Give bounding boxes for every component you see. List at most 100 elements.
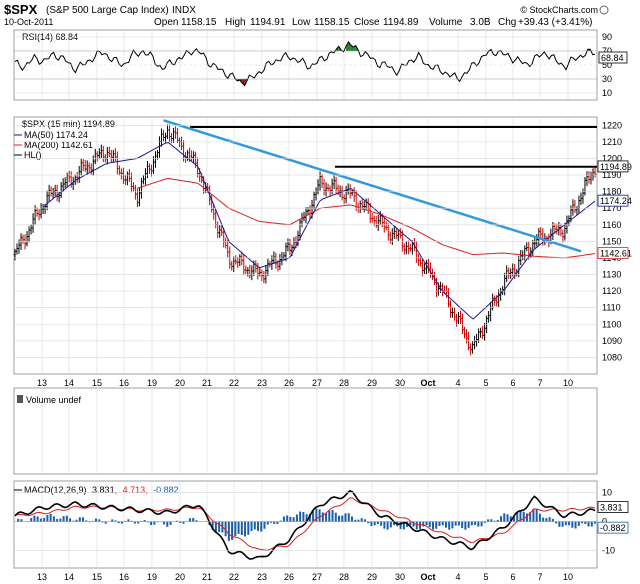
macd-hist-bar bbox=[62, 516, 65, 522]
legend-ma50: MA(50) 1174.24 bbox=[24, 130, 88, 140]
x-tick-label-bottom: 29 bbox=[367, 572, 377, 582]
macd-hist-bar bbox=[399, 521, 402, 530]
macd-signal-line bbox=[14, 497, 596, 551]
open-value: 1158.15 bbox=[181, 17, 217, 28]
macd-hist-bar bbox=[435, 521, 438, 529]
watermark-icon bbox=[599, 5, 609, 15]
macd-hist-bar bbox=[493, 520, 496, 522]
x-tick-label-bottom: 16 bbox=[119, 572, 129, 582]
macd-hist-bar bbox=[574, 521, 577, 529]
macd-hist-bar bbox=[594, 521, 596, 524]
x-tick-label-top: 5 bbox=[483, 378, 488, 388]
macd-hist-bar bbox=[49, 513, 52, 522]
price-tick-label: 1180 bbox=[602, 187, 621, 197]
volume-legend-icon bbox=[17, 395, 23, 403]
macd-hist-bar bbox=[114, 520, 117, 522]
x-tick-label-bottom: 4 bbox=[455, 572, 460, 582]
macd-hist-bar bbox=[214, 521, 217, 533]
macd-hist-bar bbox=[295, 514, 298, 522]
macd-hist-bar bbox=[393, 521, 396, 526]
macd-hist-bar bbox=[367, 521, 370, 524]
macd-tick-label: 0 bbox=[602, 517, 607, 527]
macd-hist-bar bbox=[422, 521, 425, 527]
x-tick-label-bottom: 30 bbox=[395, 572, 405, 582]
macd-hist-bar bbox=[383, 521, 386, 529]
macd-hist-bar bbox=[169, 521, 172, 525]
macd-hist-bar bbox=[302, 512, 305, 522]
macd-hist-value-label-box bbox=[597, 521, 629, 534]
x-tick-label-bottom: 15 bbox=[92, 572, 102, 582]
macd-hist-bar bbox=[454, 521, 457, 526]
rsi-value-box bbox=[598, 51, 628, 64]
rsi-oversold-fill bbox=[242, 79, 245, 86]
legend-hl: HL() bbox=[24, 150, 42, 160]
price-tick-label: 1110 bbox=[602, 303, 621, 313]
macd-hist-bar bbox=[250, 521, 253, 532]
macd-hist-bar bbox=[535, 509, 538, 522]
macd-hist-bar bbox=[231, 521, 234, 540]
x-tick-label-bottom: 14 bbox=[64, 572, 74, 582]
rsi-tick-label: 70 bbox=[602, 46, 612, 56]
x-tick-label-top: 14 bbox=[64, 378, 74, 388]
macd-hist-bar bbox=[279, 520, 282, 522]
macd-hist-bar bbox=[299, 511, 302, 522]
macd-hist-bar bbox=[46, 515, 49, 522]
macd-hist-bar bbox=[43, 517, 46, 522]
x-tick-label-bottom: 26 bbox=[284, 572, 294, 582]
rsi-tick-label: 10 bbox=[602, 88, 612, 98]
price-tick-label: 1080 bbox=[602, 352, 622, 362]
macd-hist-bar bbox=[464, 521, 467, 530]
macd-hist-bar bbox=[334, 512, 337, 522]
macd-hist-bar bbox=[143, 520, 146, 522]
macd-hist-bar bbox=[176, 520, 179, 522]
macd-hist-bar bbox=[257, 521, 260, 531]
macd-hist-bar bbox=[444, 521, 447, 528]
macd-hist-bar bbox=[240, 521, 243, 536]
macd-hist-bar bbox=[17, 518, 20, 522]
vol-panel-frame bbox=[13, 387, 598, 475]
macd-hist-bar bbox=[305, 514, 308, 522]
macd-hist-bar bbox=[56, 519, 59, 522]
macd-hist-bar bbox=[551, 518, 554, 522]
chg-label: Chg bbox=[498, 17, 516, 28]
macd-hist-bar bbox=[516, 512, 519, 522]
ma200-value-label: 1142.61 bbox=[600, 249, 632, 259]
volume-panel: Volume undef bbox=[17, 395, 82, 405]
macd-hist-bar bbox=[480, 521, 483, 527]
last-price-label: 1194.89 bbox=[600, 162, 632, 172]
macd-hist-bar bbox=[321, 512, 324, 522]
exchange: INDX bbox=[172, 5, 196, 16]
macd-hist-bar bbox=[354, 519, 357, 522]
macd-hist-bar bbox=[166, 521, 169, 527]
macd-hist-bar bbox=[519, 510, 522, 522]
high-label: High bbox=[225, 17, 246, 28]
macd-hist-bar bbox=[91, 520, 94, 522]
x-tick-label-bottom: 28 bbox=[339, 572, 349, 582]
macd-hist-bar bbox=[357, 519, 360, 522]
macd-hist-bar bbox=[30, 518, 33, 522]
macd-hist-bar bbox=[127, 519, 130, 522]
macd-hist-bar bbox=[331, 510, 334, 522]
macd-hist-bar bbox=[179, 521, 182, 523]
macd-hist-bar bbox=[146, 521, 149, 523]
macd-hist-bar bbox=[483, 521, 486, 523]
macd-hist-bar bbox=[419, 521, 422, 530]
macd-hist-bar bbox=[195, 520, 198, 522]
macd-hist-bar bbox=[503, 513, 506, 522]
macd-hist-bar bbox=[95, 518, 98, 522]
macd-hist-bar bbox=[457, 521, 460, 526]
ma50-value-label: 1174.24 bbox=[600, 196, 632, 206]
ma50-value-label-box bbox=[597, 194, 629, 207]
macd-hist-bar bbox=[224, 521, 227, 537]
macd-hist-bar bbox=[428, 521, 431, 528]
x-tick-label-top: 27 bbox=[312, 378, 322, 388]
macd-hist-bar bbox=[509, 516, 512, 522]
macd-hist-bar bbox=[561, 521, 564, 527]
x-tick-label-top: 22 bbox=[229, 378, 239, 388]
macd-hist-bar bbox=[376, 521, 379, 525]
macd-hist-bar bbox=[577, 521, 580, 526]
macd-legend: MACD(12,26,9) 3.831, 4.713, -0.882 bbox=[24, 485, 179, 495]
macd-hist-bar bbox=[325, 512, 328, 522]
